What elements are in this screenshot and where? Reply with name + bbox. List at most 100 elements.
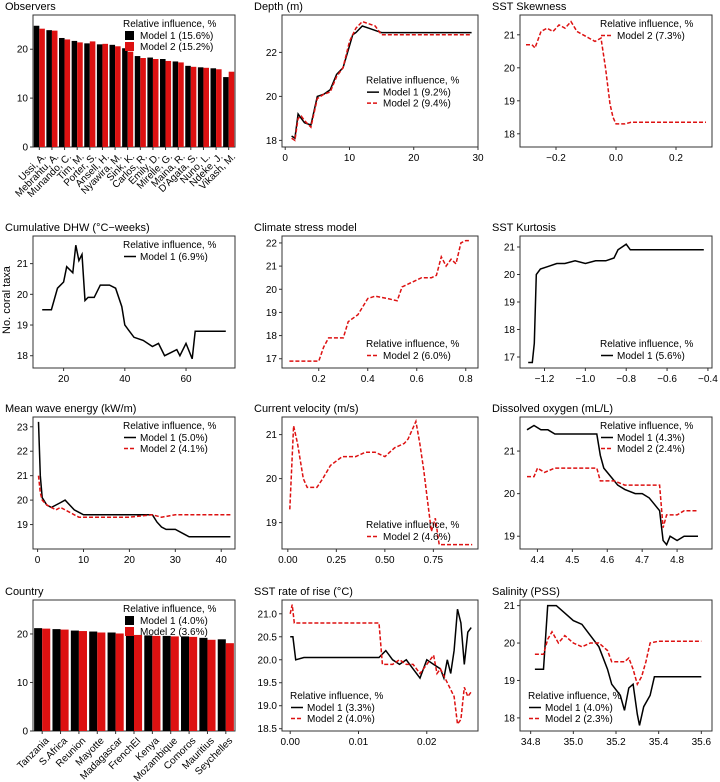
series-line-m1 xyxy=(528,243,704,364)
y-tick-label: 22 xyxy=(17,447,29,458)
y-tick-label: 22 xyxy=(266,48,278,59)
x-tick-label: 4.8 xyxy=(670,555,684,566)
bar-m2 xyxy=(203,67,209,147)
chart-panel-oxygen: Dissolved oxygen (mL/L) 19 20 21 4.4 4.5 4.6 4.… xyxy=(492,403,713,566)
plot-frame xyxy=(281,14,479,148)
x-tick-label: 35.0 xyxy=(564,737,584,748)
bar-m1 xyxy=(144,635,153,731)
x-tick-label: 0 xyxy=(282,153,288,164)
legend-title: Relative influence, % xyxy=(528,691,621,702)
x-tick-label: 34.8 xyxy=(521,737,541,748)
chart-legend: Relative influence, %Model 1 (4.0%)Model… xyxy=(528,691,621,725)
bar-m2 xyxy=(134,634,143,731)
legend-swatch-m1 xyxy=(125,31,134,40)
x-tick-label: 0 xyxy=(35,555,41,566)
plot-frame xyxy=(281,599,479,732)
bar-m2 xyxy=(127,51,134,147)
series-line-m1 xyxy=(37,421,231,538)
legend-title: Relative influence, % xyxy=(123,19,216,30)
legend-swatch-m2 xyxy=(125,627,134,636)
x-tick-label: 0.2 xyxy=(669,153,683,164)
y-tick-label: 19 xyxy=(266,308,278,319)
y-tick-label: 20 xyxy=(17,496,29,507)
y-tick-label: 0 xyxy=(22,727,28,738)
bar-m1 xyxy=(162,635,171,731)
x-tick-label: 35.2 xyxy=(606,737,626,748)
legend-entry-label: Model 1 (5.0%) xyxy=(140,433,208,444)
bar-m2 xyxy=(140,58,146,148)
legend-entry-label: Model 1 (6.9%) xyxy=(140,252,208,263)
x-tick-label: −0.4 xyxy=(698,374,718,385)
chart-legend: Relative influence, %Model 1 (4.0%)Model… xyxy=(123,604,216,638)
legend-title: Relative influence, % xyxy=(366,76,459,87)
x-tick-label: 0.00 xyxy=(278,555,298,566)
series-line-m2 xyxy=(37,475,231,518)
bar-m2 xyxy=(115,633,124,731)
chart-title: Climate stress model xyxy=(254,222,357,234)
series-line-m2 xyxy=(289,418,473,546)
legend-entry-label: Model 1 (4.3%) xyxy=(617,433,685,444)
chart-legend: Relative influence, %Model 2 (4.6%) xyxy=(366,520,459,543)
bar-m1 xyxy=(199,637,208,731)
y-tick-label: 0 xyxy=(22,143,28,154)
x-tick-label: 30 xyxy=(472,153,484,164)
legend-title: Relative influence, % xyxy=(123,604,216,615)
y-tick-label: 10 xyxy=(17,678,29,689)
x-tick-label: 0.00 xyxy=(280,737,300,748)
legend-entry-label: Model 2 (2.3%) xyxy=(545,714,613,725)
chart-legend: Relative influence, %Model 1 (3.3%)Model… xyxy=(290,691,383,725)
series-line-m1 xyxy=(526,424,698,547)
x-tick-label: 4.5 xyxy=(565,555,579,566)
bar-m1 xyxy=(147,57,153,147)
x-tick-label: 0.0 xyxy=(609,153,623,164)
y-tick-label: 20 xyxy=(504,63,516,74)
series-line-m2 xyxy=(289,604,472,727)
y-tick-label: 20.0 xyxy=(258,655,278,666)
plot-frame xyxy=(32,14,236,148)
legend-entry-label: Model 2 (7.3%) xyxy=(617,31,685,42)
y-tick-label: 19 xyxy=(17,321,29,332)
chart-legend: Relative influence, %Model 1 (5.6%) xyxy=(600,339,693,362)
bar-m2 xyxy=(51,30,58,148)
chart-title: Cumulative DHW (°C−weeks) xyxy=(5,222,150,234)
y-tick-label: 19 xyxy=(504,96,516,107)
y-tick-label: 21.0 xyxy=(258,609,278,620)
x-tick-label: 35.6 xyxy=(692,737,712,748)
bar-m2 xyxy=(39,28,45,147)
y-tick-label: 21 xyxy=(504,601,516,612)
bar-m2 xyxy=(152,635,161,731)
legend-entry-label: Model 2 (4.0%) xyxy=(307,714,375,725)
bar-m1 xyxy=(96,44,103,148)
y-tick-label: 18 xyxy=(504,713,516,724)
chart-panel-current: Current velocity (m/s) 19 20 21 0.00 0.25 0.50… xyxy=(254,403,479,566)
legend-swatch-m2 xyxy=(125,42,134,51)
chart-title: Country xyxy=(5,586,44,598)
bar-m2 xyxy=(60,629,69,731)
bar-m2 xyxy=(97,632,106,731)
x-tick-label: 4.6 xyxy=(600,555,614,566)
legend-title: Relative influence, % xyxy=(600,339,693,350)
bar-m2 xyxy=(228,71,235,147)
bar-m1 xyxy=(33,25,40,148)
chart-title: Salinity (PSS) xyxy=(492,586,560,598)
legend-title: Relative influence, % xyxy=(123,240,216,251)
chart-title: Observers xyxy=(5,1,56,13)
y-tick-label: 21 xyxy=(17,259,29,270)
series-line-m1 xyxy=(290,609,472,681)
bar-m1 xyxy=(122,48,128,147)
series-line-m2 xyxy=(527,466,698,528)
x-tick-label: 0.8 xyxy=(459,374,473,385)
bar-m2 xyxy=(42,628,51,731)
x-tick-label: 20 xyxy=(408,153,420,164)
bar-m2 xyxy=(64,39,71,147)
y-tick-label: 19 xyxy=(504,532,516,543)
x-tick-label: 20 xyxy=(58,374,70,385)
y-tick-label: 20 xyxy=(266,474,278,485)
plot-frame xyxy=(32,235,236,369)
plot-frame xyxy=(281,235,479,369)
legend-entry-label: Model 2 (2.4%) xyxy=(617,444,685,455)
bar-m2 xyxy=(77,42,83,147)
x-tick-label: 40 xyxy=(119,374,131,385)
y-tick-label: 18.5 xyxy=(258,724,278,735)
x-tick-label: 0.6 xyxy=(410,374,424,385)
